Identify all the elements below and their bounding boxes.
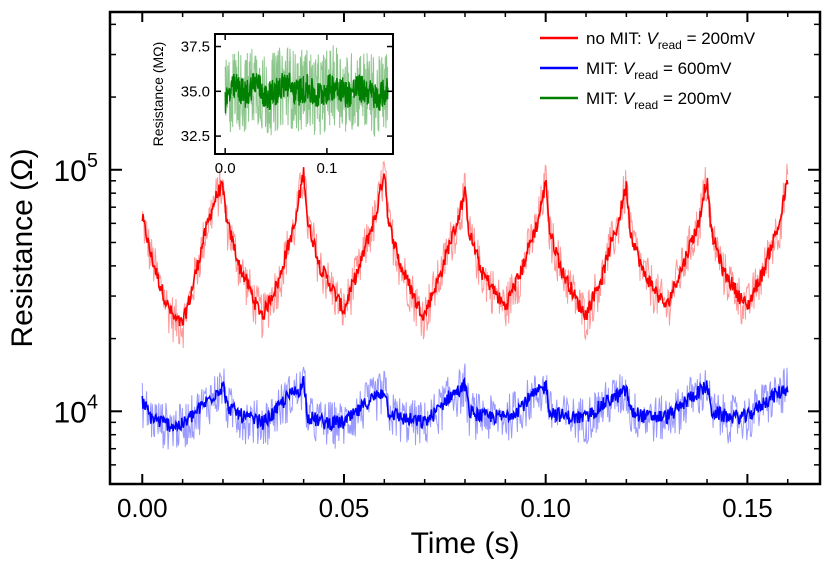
series-mit-200mv-line [224,72,389,114]
x-tick-label: 0.15 [722,493,773,523]
y-tick-label: 104 [54,391,99,429]
x-tick-label: 0.10 [520,493,571,523]
main-axes: 0.00 0.05 0.10 0.15 104 105 [54,12,820,523]
series-no-mit-200mv-band [141,160,789,349]
series-mit-600mv-line [141,375,789,433]
x-tick-label: 0.00 [117,493,168,523]
series-mit-600mv-band [141,363,789,450]
legend: no MIT: Vread = 200mV MIT: Vread = 600mV M… [540,29,756,112]
inset-plot-frame [214,33,394,155]
main-series-layer [141,160,789,450]
inset-y-tick-label: 35.0 [181,83,210,100]
inset-y-axis-title: Resistance (MΩ) [150,42,166,147]
series-no-mit-200mv-line [141,167,789,327]
y-tick-label: 105 [54,150,99,188]
inset-chart: 0.0 0.1 32.5 35.0 37.5 Resistance (MΩ) [150,33,394,177]
inset-y-tick-label: 37.5 [181,39,210,56]
inset-x-tick-label: 0.1 [316,160,337,177]
inset-axes: 0.0 0.1 32.5 35.0 37.5 [181,34,393,177]
x-tick-label: 0.05 [319,493,370,523]
inset-series-layer [224,45,389,137]
legend-label-mit-200mv: MIT: Vread = 200mV [586,89,732,112]
inset-y-tick-label: 32.5 [181,128,210,145]
inset-x-tick-label: 0.0 [215,160,236,177]
y-axis-title: Resistance (Ω) [6,148,39,347]
x-axis-title: Time (s) [411,527,520,560]
legend-label-mit-600mv: MIT: Vread = 600mV [586,59,732,82]
legend-label-no-mit-200mv: no MIT: Vread = 200mV [586,29,756,52]
